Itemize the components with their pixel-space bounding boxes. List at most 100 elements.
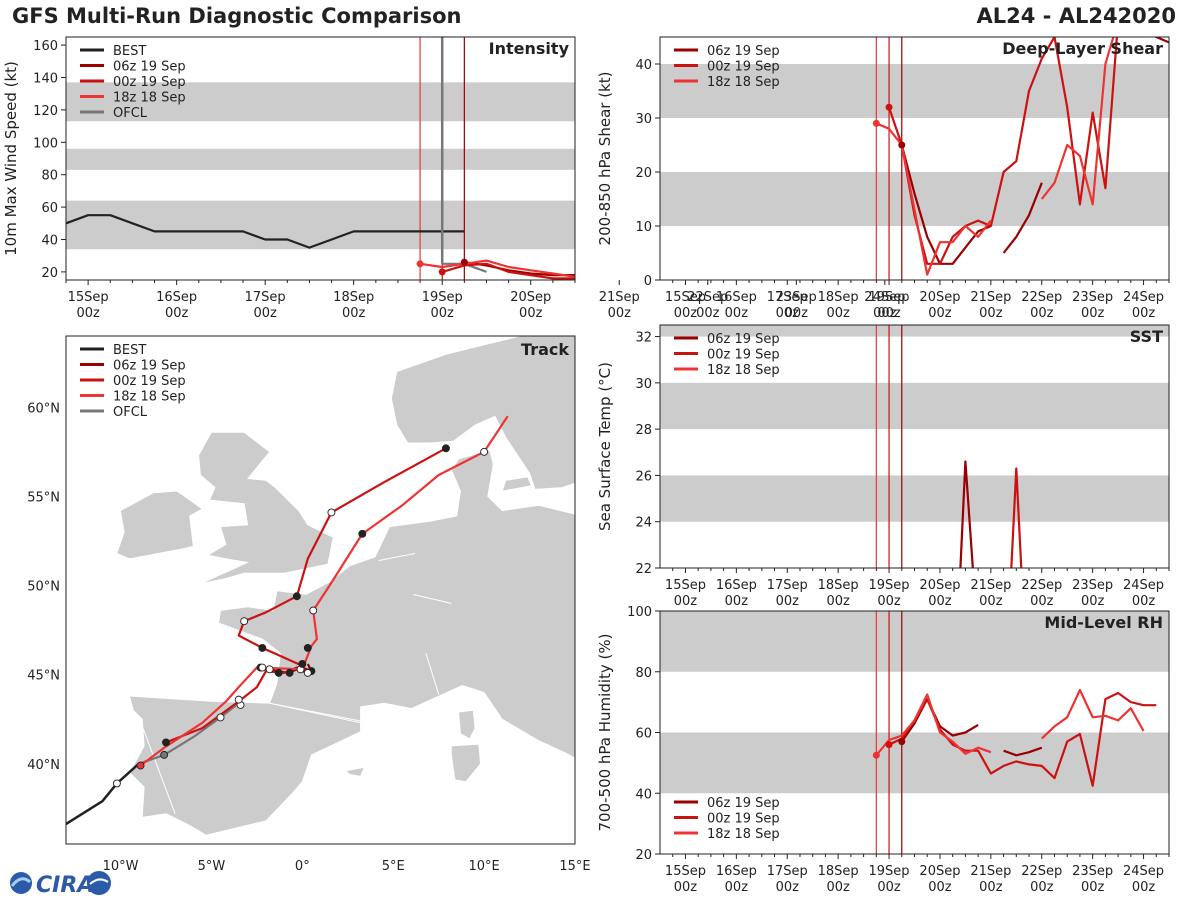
track-point — [298, 660, 307, 668]
iberia-land — [129, 695, 361, 836]
sardinia-land — [451, 743, 481, 783]
land-layer — [116, 336, 575, 836]
panel-title: Intensity — [489, 39, 570, 58]
x-tick-hour: 00z — [696, 306, 720, 321]
track-point — [216, 713, 225, 722]
x-tick-label: 21Sep — [970, 290, 1011, 305]
panel-rh: 20 40 60 80 100 700-500 hPa Humidity (%) 15Sep… — [596, 605, 1170, 895]
panel-title: SST — [1130, 327, 1163, 346]
legend-label: OFCL — [113, 106, 148, 121]
panel-track: 10°W 5°W 0° 5°E 10°E 15°E 40°N 45°N 50°N 55°N 60°N… — [27, 335, 591, 874]
init-marker — [872, 751, 880, 759]
gb-land — [198, 431, 334, 585]
x-tick-label: 15Sep — [68, 290, 109, 305]
x-tick-hour: 00z — [1081, 880, 1105, 895]
x-tick-label: 21Sep — [599, 290, 640, 305]
track-point — [258, 643, 267, 652]
x-tick-label: 19Sep — [422, 290, 463, 305]
init-marker — [898, 738, 906, 746]
x-tick-hour: 00z — [1132, 306, 1156, 321]
threshold-band — [66, 148, 575, 170]
lat-label: 50°N — [27, 580, 60, 595]
y-tick-label: 60 — [41, 201, 58, 216]
zealand-land — [501, 476, 532, 492]
x-tick-label: 23Sep — [776, 290, 817, 305]
legend-label: BEST — [113, 343, 146, 358]
x-tick-label: 23Sep — [1072, 578, 1113, 593]
track-line — [138, 702, 240, 765]
y-tick-label: 100 — [33, 136, 58, 151]
y-tick-label: 140 — [33, 72, 58, 87]
x-tick-hour: 00z — [776, 880, 800, 895]
threshold-band — [660, 732, 1169, 794]
init-marker — [885, 741, 893, 749]
x-tick-label: 18Sep — [818, 864, 859, 879]
x-tick-label: 20Sep — [919, 290, 960, 305]
legend-label: 00z 19 Sep — [707, 812, 780, 827]
y-tick-label: 20 — [635, 848, 652, 863]
x-tick-hour: 00z — [725, 306, 749, 321]
y-tick-label: 0 — [644, 274, 652, 289]
x-tick-label: 22Sep — [1021, 864, 1062, 879]
x-tick-label: 24Sep — [864, 290, 905, 305]
panel-title: Deep-Layer Shear — [1002, 39, 1163, 58]
y-tick-label: 32 — [635, 331, 652, 346]
init-marker — [438, 268, 446, 276]
x-tick-hour: 00z — [873, 306, 897, 321]
x-tick-label: 17Sep — [767, 864, 808, 879]
lon-label: 15°E — [559, 859, 590, 874]
threshold-band — [660, 325, 1169, 337]
x-tick-label: 18Sep — [333, 290, 374, 305]
x-tick-hour: 00z — [877, 880, 901, 895]
x-tick-label: 16Sep — [716, 578, 757, 593]
init-marker — [872, 119, 880, 127]
axes-frame — [65, 335, 576, 845]
x-tick-hour: 00z — [253, 306, 277, 321]
x-tick-hour: 00z — [519, 306, 543, 321]
border-line — [378, 552, 416, 562]
x-tick-label: 22Sep — [687, 290, 728, 305]
x-tick-hour: 00z — [826, 880, 850, 895]
legend-label: 06z 19 Sep — [707, 44, 780, 59]
legend-label: 06z 19 Sep — [707, 796, 780, 811]
legend-label: 00z 19 Sep — [707, 60, 780, 75]
x-tick-hour: 00z — [877, 594, 901, 609]
y-tick-label: 40 — [635, 787, 652, 802]
legend-label: 06z 19 Sep — [113, 359, 186, 374]
x-tick-hour: 00z — [928, 594, 952, 609]
y-tick-label: 40 — [41, 234, 58, 249]
x-tick-label: 18Sep — [818, 578, 859, 593]
track-line — [165, 447, 447, 744]
x-tick-hour: 00z — [826, 594, 850, 609]
y-axis-label: 200-850 hPa Shear (kt) — [596, 72, 614, 246]
x-tick-label: 17Sep — [767, 290, 808, 305]
lon-label: 0° — [295, 859, 310, 874]
x-tick-hour: 00z — [1030, 594, 1054, 609]
lat-label: 55°N — [27, 490, 60, 505]
x-tick-hour: 00z — [165, 306, 189, 321]
logo-emblem-icon — [87, 871, 111, 895]
threshold-band — [66, 200, 575, 250]
legend-label: 06z 19 Sep — [113, 60, 186, 75]
plot-area — [66, 37, 575, 280]
track-point — [303, 668, 312, 677]
y-axis-label: 700-500 hPa Humidity (%) — [596, 633, 614, 831]
series-line — [875, 693, 992, 757]
series-line — [419, 259, 575, 278]
x-tick-hour: 00z — [1030, 880, 1054, 895]
y-tick-label: 60 — [635, 727, 652, 742]
track-point — [303, 643, 312, 652]
border-line — [141, 726, 176, 814]
x-tick-hour: 00z — [1132, 880, 1156, 895]
x-tick-label: 16Sep — [156, 290, 197, 305]
x-tick-label: 19Sep — [869, 290, 910, 305]
legend-label: 18z 18 Sep — [113, 91, 186, 106]
plot-area — [959, 460, 1023, 568]
x-tick-hour: 00z — [928, 880, 952, 895]
series-line — [900, 698, 979, 743]
legend-label: 00z 19 Sep — [113, 374, 186, 389]
x-tick-hour: 00z — [1081, 594, 1105, 609]
track-line — [66, 762, 140, 826]
